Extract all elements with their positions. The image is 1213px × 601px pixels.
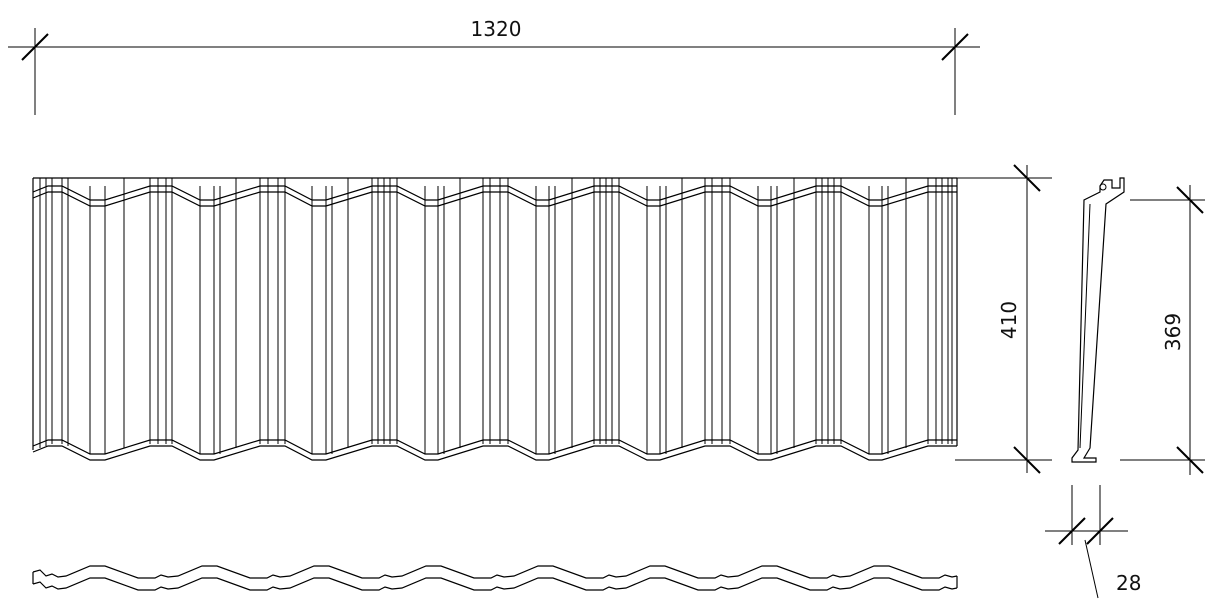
height-dimension: 410 bbox=[955, 164, 1052, 474]
tile-rib-lines bbox=[39, 178, 953, 454]
height-dimension-label: 410 bbox=[997, 301, 1021, 339]
profile-height-dimension-label: 369 bbox=[1161, 313, 1185, 351]
width-dimension: 1320 bbox=[8, 17, 980, 115]
depth-dimension-label: 28 bbox=[1116, 571, 1141, 595]
tile-bottom-profile bbox=[32, 565, 958, 591]
depth-dimension: 28 bbox=[1045, 485, 1141, 599]
width-dimension-label: 1320 bbox=[471, 17, 522, 41]
profile-height-dimension: 369 bbox=[1120, 185, 1205, 475]
tile-side-section bbox=[1071, 177, 1125, 463]
tile-front-elevation bbox=[32, 177, 958, 461]
